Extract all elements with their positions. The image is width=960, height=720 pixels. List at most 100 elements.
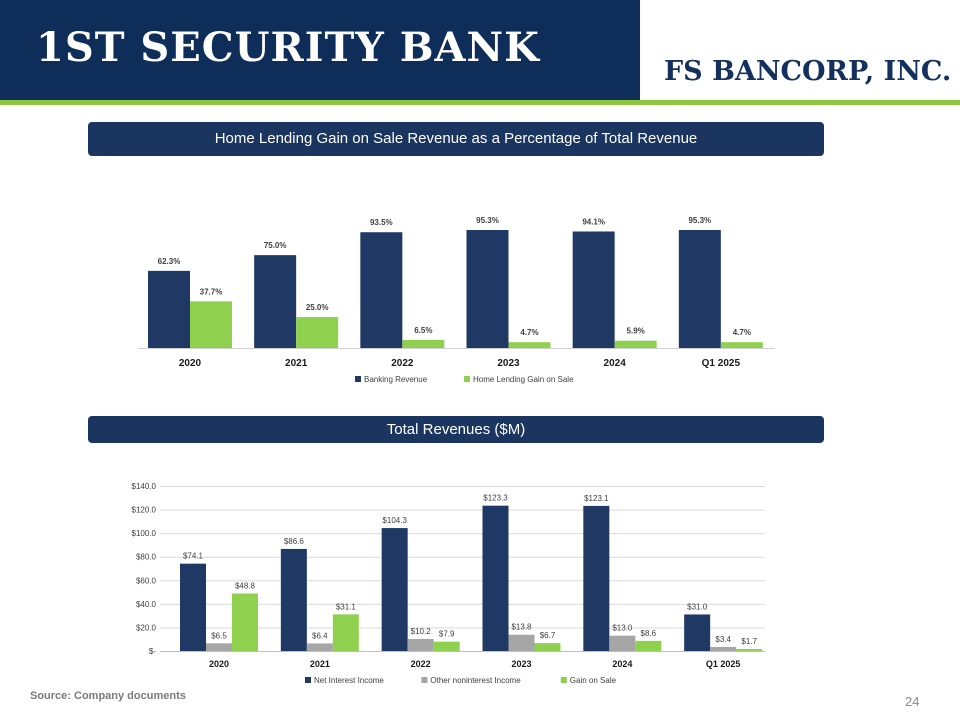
data-label: $123.3: [483, 494, 508, 503]
bar: [710, 646, 737, 651]
legend-swatch: [305, 677, 311, 683]
data-label: 93.5%: [370, 218, 393, 227]
legend-label: Gain on Sale: [570, 676, 617, 685]
bar: [508, 342, 551, 348]
page-number: 24: [905, 694, 920, 709]
bar: [736, 648, 763, 651]
y-tick-label: $120.0: [132, 506, 157, 515]
data-label: $104.3: [382, 516, 407, 525]
data-label: $6.7: [540, 631, 556, 640]
bancorp-logo: FS BANCORP, INC.: [664, 56, 952, 87]
data-label: $13.0: [612, 624, 633, 633]
y-tick-label: $40.0: [136, 600, 157, 609]
bank-logo: 1ST SECURITY BANK: [36, 24, 540, 71]
data-label: 95.3%: [688, 216, 711, 225]
data-label: $7.9: [439, 630, 455, 639]
bar: [180, 563, 206, 651]
bar: [402, 339, 445, 348]
data-label: 4.7%: [520, 328, 538, 337]
x-tick-label: 2022: [411, 659, 431, 669]
bar: [583, 505, 610, 651]
data-label: 62.3%: [158, 257, 181, 266]
data-label: $31.1: [336, 602, 357, 611]
bar: [466, 230, 509, 348]
y-tick-label: $20.0: [136, 623, 157, 632]
x-tick-label: 2021: [285, 358, 308, 369]
data-label: 37.7%: [200, 287, 223, 296]
data-label: 4.7%: [733, 328, 751, 337]
header-logo-panel: [640, 0, 960, 100]
legend-swatch: [560, 677, 567, 683]
x-tick-label: 2024: [604, 358, 627, 369]
data-label: $1.7: [741, 637, 757, 646]
data-label: 5.9%: [627, 327, 645, 336]
legend-label: Banking Revenue: [364, 375, 428, 384]
y-tick-label: $100.0: [132, 529, 157, 538]
data-label: $3.4: [715, 635, 731, 644]
bar: [407, 638, 434, 651]
bar: [684, 614, 711, 651]
legend-swatch: [355, 376, 361, 382]
section-title-revenues: Total Revenues ($M): [88, 416, 824, 443]
data-label: $6.5: [211, 631, 227, 640]
bar: [360, 232, 403, 348]
y-tick-label: $60.0: [136, 576, 157, 585]
data-label: 95.3%: [476, 216, 499, 225]
bar: [148, 270, 190, 348]
data-label: $10.2: [411, 627, 432, 636]
bar: [280, 548, 307, 651]
y-tick-label: $80.0: [136, 553, 157, 562]
percentage-bar-chart: 62.3% 37.7% 2020 75.0% 25.0% 2021 93.5% 6.5% 202…: [138, 216, 775, 384]
y-tick-label: $-: [149, 647, 156, 656]
bar: [635, 640, 662, 651]
bar: [572, 231, 615, 348]
bar: [482, 505, 509, 651]
bar: [206, 643, 232, 651]
bar: [508, 634, 535, 651]
bar: [534, 643, 561, 651]
legend-label: Other noninterest Income: [430, 676, 521, 685]
legend-label: Home Lending Gain on Sale: [473, 375, 574, 384]
legend-label: Net Interest Income: [314, 676, 384, 685]
bar: [678, 230, 721, 348]
data-label: 75.0%: [264, 241, 287, 250]
legend-swatch: [464, 376, 470, 382]
x-tick-label: 2022: [391, 358, 414, 369]
x-tick-label: 2021: [310, 659, 330, 669]
bar: [190, 301, 232, 348]
bar: [332, 614, 359, 651]
x-tick-label: Q1 2025: [706, 659, 741, 669]
legend-swatch: [421, 677, 428, 683]
x-tick-label: 2023: [497, 358, 520, 369]
data-label: 6.5%: [414, 326, 432, 335]
data-label: $74.1: [183, 552, 204, 561]
x-tick-label: 2024: [612, 659, 632, 669]
x-tick-label: 2020: [209, 659, 229, 669]
bar: [381, 528, 408, 651]
bar: [609, 635, 636, 651]
section-title-percentage: Home Lending Gain on Sale Revenue as a P…: [88, 122, 824, 156]
bar: [720, 342, 763, 348]
header-accent-stripe: [0, 100, 960, 105]
x-tick-label: 2023: [511, 659, 531, 669]
data-label: 94.1%: [582, 217, 605, 226]
source-note: Source: Company documents: [30, 690, 186, 702]
data-label: 25.0%: [306, 303, 329, 312]
x-tick-label: 2020: [179, 358, 202, 369]
revenues-bar-chart: $- $20.0 $40.0 $60.0 $80.0 $100.0 $120.0 $140.0…: [132, 482, 765, 685]
bar: [614, 340, 657, 348]
bar: [296, 317, 339, 348]
y-tick-label: $140.0: [132, 482, 157, 491]
x-tick-label: Q1 2025: [702, 358, 741, 369]
bar: [254, 255, 297, 348]
bar: [433, 641, 460, 651]
data-label: $6.4: [312, 631, 328, 640]
bar: [232, 593, 258, 651]
data-label: $86.6: [284, 537, 305, 546]
data-label: $31.0: [687, 602, 708, 611]
data-label: $8.6: [641, 629, 657, 638]
data-label: $123.1: [584, 494, 609, 503]
bar: [306, 643, 333, 651]
data-label: $13.8: [511, 623, 532, 632]
data-label: $48.8: [235, 581, 256, 590]
